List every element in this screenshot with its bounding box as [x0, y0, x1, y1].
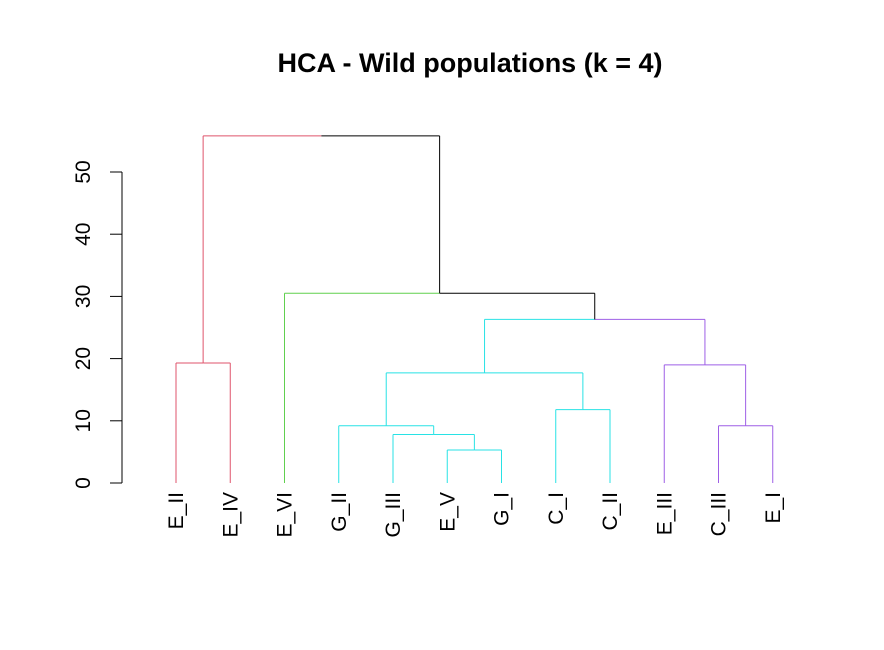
leaf-label: G_III: [382, 492, 405, 538]
y-tick-label: 40: [72, 223, 95, 246]
y-tick-label: 50: [72, 160, 95, 183]
y-tick-label: 20: [72, 347, 95, 370]
y-axis: 0 10 20 30 40 50: [72, 160, 123, 489]
chart-title: HCA - Wild populations (k = 4): [277, 48, 662, 78]
leaf-label: E_I: [762, 492, 785, 524]
leaf-label: E_VI: [274, 492, 297, 538]
leaf-label: E_II: [165, 492, 188, 529]
leaf-label: G_I: [491, 492, 514, 526]
leaf-label: C_III: [708, 492, 731, 536]
y-tick-label: 0: [72, 477, 95, 489]
leaf-label: E_IV: [219, 492, 242, 538]
leaf-label: E_III: [653, 492, 676, 535]
leaf-label: G_II: [328, 492, 351, 532]
leaf-labels: E_II E_IV E_VI G_II G_III E_V G_I C_I C_II E_III C…: [165, 492, 785, 538]
leaf-label: C_II: [599, 492, 622, 531]
leaf-label: E_V: [436, 492, 459, 532]
dendrogram-tree: [175, 135, 774, 483]
y-tick-label: 30: [72, 285, 95, 308]
y-tick-label: 10: [72, 409, 95, 432]
leaf-label: C_I: [545, 492, 568, 525]
